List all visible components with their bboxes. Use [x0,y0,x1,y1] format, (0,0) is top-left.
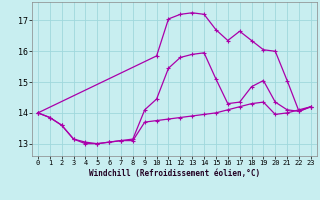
X-axis label: Windchill (Refroidissement éolien,°C): Windchill (Refroidissement éolien,°C) [89,169,260,178]
